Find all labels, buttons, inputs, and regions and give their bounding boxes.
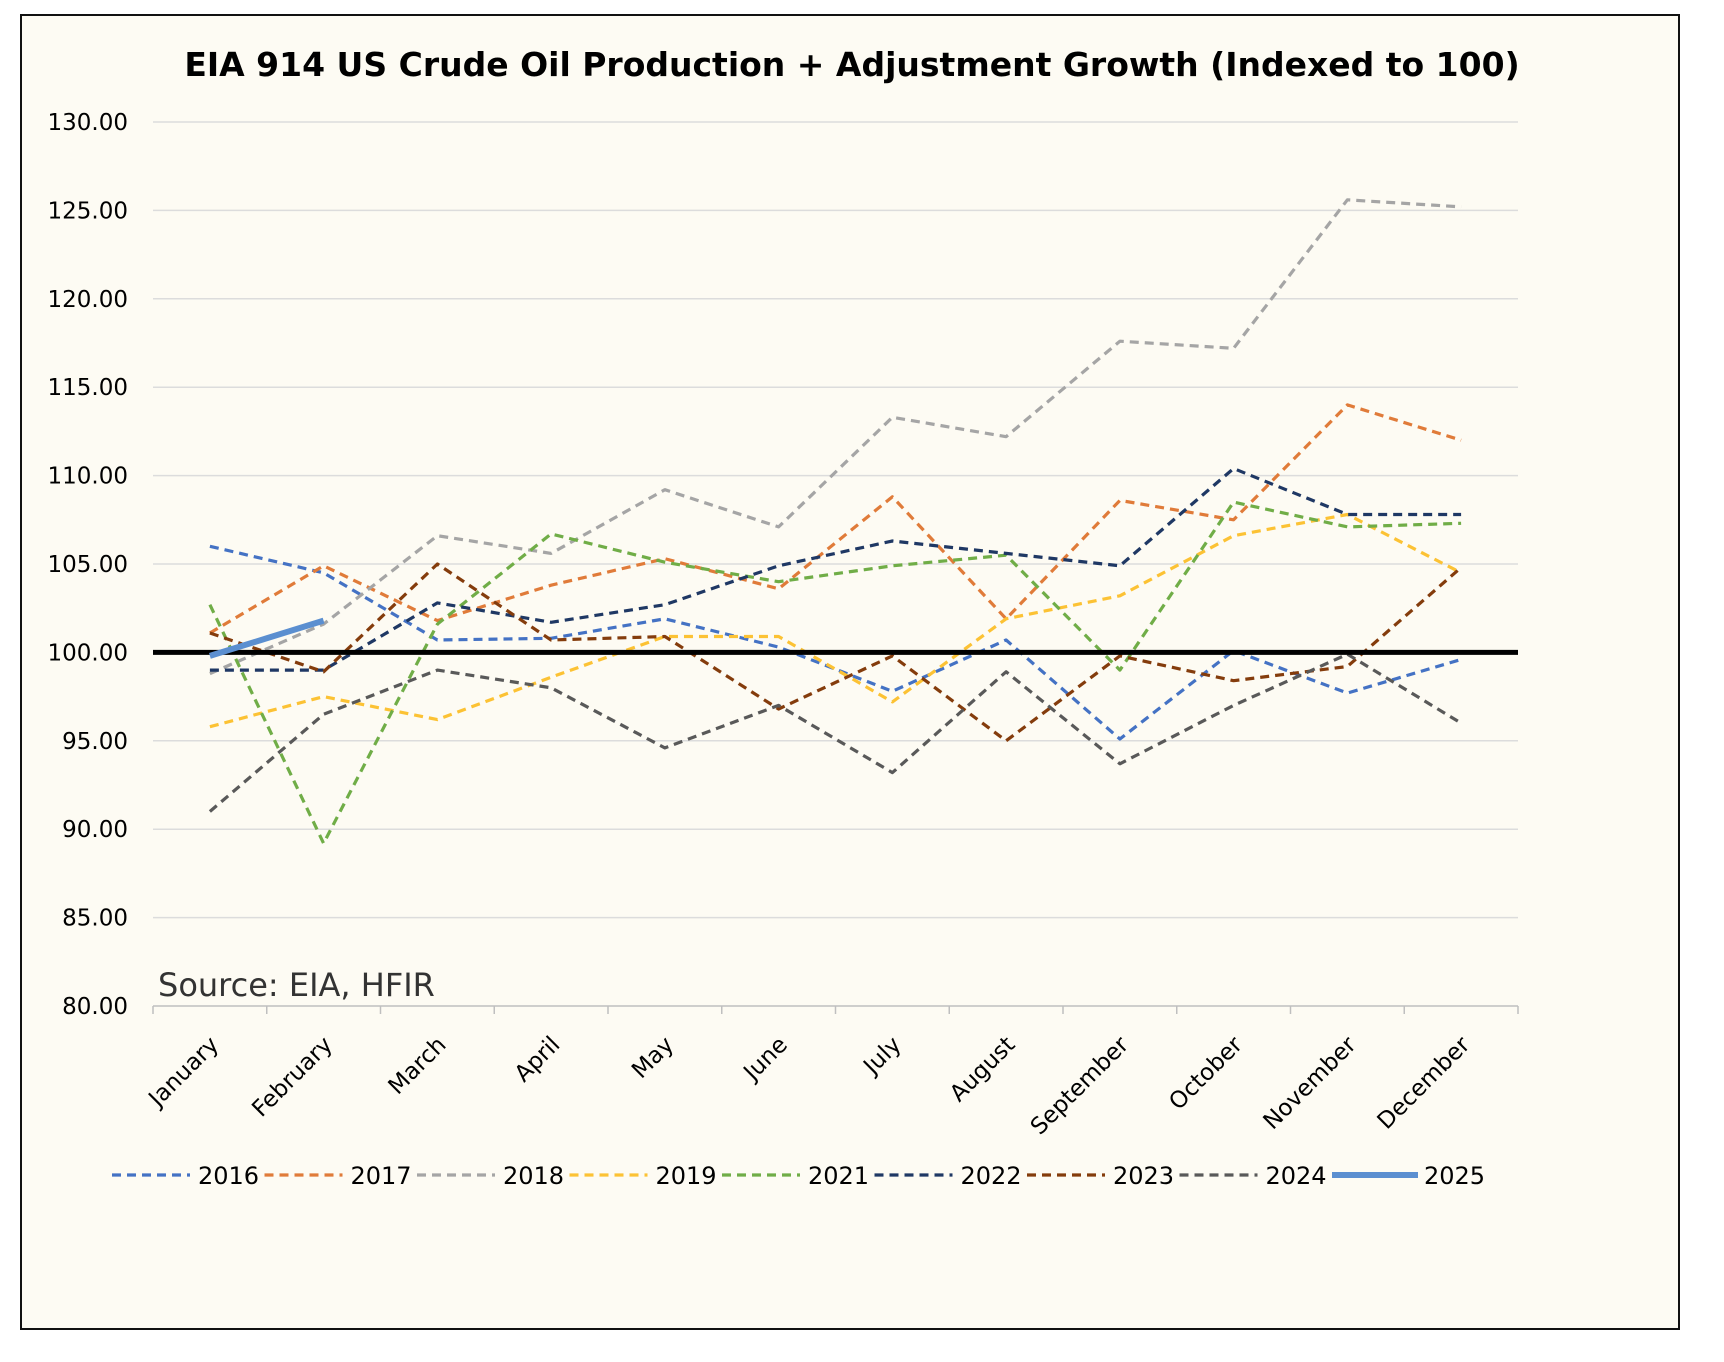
y-axis-ticks: 80.00 85.00 90.00 95.00 100.00 105.00 110.00 11…: [48, 110, 128, 1020]
series-line-2018: [209, 198, 1462, 676]
series-line-2021: [208, 500, 1462, 845]
x-tick-label-june: June: [738, 1032, 793, 1087]
y-tick-label: 105.00: [48, 552, 128, 578]
x-tick-label-february: February: [247, 1032, 337, 1122]
y-tick-label: 90.00: [62, 817, 128, 843]
x-tick-label-september: September: [1026, 1031, 1135, 1140]
series-line-2023: [209, 562, 1463, 743]
series-line-2019: [209, 512, 1462, 729]
y-tick-label: 115.00: [48, 375, 128, 401]
x-tick-label-april: April: [510, 1032, 566, 1088]
x-tick-label-august: August: [945, 1032, 1020, 1107]
legend-label-2022: 2022: [961, 1162, 1022, 1190]
series-line-2025: [209, 617, 325, 659]
y-tick-label: 95.00: [62, 729, 128, 755]
series-line-2024: [208, 652, 1462, 813]
chart-canvas: EIA 914 US Crude Oil Production + Adjust…: [48, 45, 1520, 1190]
chart-title: EIA 914 US Crude Oil Production + Adjust…: [184, 45, 1519, 84]
series-lines: [208, 198, 1463, 845]
x-tick-label-may: May: [627, 1032, 679, 1084]
series-line-2025-layer: [209, 617, 325, 659]
chart-frame: EIA 914 US Crude Oil Production + Adjust…: [20, 14, 1680, 1330]
x-tick-label-november: November: [1259, 1031, 1362, 1134]
series-line-2017: [209, 403, 1462, 635]
legend-label-2025: 2025: [1424, 1162, 1485, 1190]
legend-label-2024: 2024: [1266, 1162, 1327, 1190]
y-tick-label: 130.00: [48, 110, 128, 136]
legend-label-2019: 2019: [656, 1162, 717, 1190]
y-tick-label: 85.00: [62, 906, 128, 932]
legend-label-2023: 2023: [1113, 1162, 1174, 1190]
y-tick-label: 110.00: [48, 464, 128, 490]
y-tick-label: 100.00: [48, 640, 128, 666]
series-line-2016: [209, 544, 1462, 741]
x-axis: January February March April May June July Augu…: [143, 1005, 1519, 1140]
legend: 2016 2017 2018 2019 2021 2022 2023 2024 2025: [112, 1162, 1485, 1190]
series-line-2022: [209, 466, 1462, 672]
legend-label-2018: 2018: [503, 1162, 564, 1190]
y-tick-label: 80.00: [62, 994, 128, 1020]
legend-label-2021: 2021: [808, 1162, 869, 1190]
legend-label-2017: 2017: [351, 1162, 412, 1190]
x-tick-label-december: December: [1373, 1031, 1476, 1134]
y-tick-label: 125.00: [48, 198, 128, 224]
source-annotation: Source: EIA, HFIR: [158, 966, 435, 1004]
x-tick-label-july: July: [858, 1032, 907, 1081]
x-tick-label-march: March: [384, 1032, 452, 1100]
x-tick-label-october: October: [1164, 1031, 1248, 1115]
x-tick-label-january: January: [143, 1032, 224, 1113]
legend-label-2016: 2016: [198, 1162, 259, 1190]
y-tick-label: 120.00: [48, 287, 128, 313]
